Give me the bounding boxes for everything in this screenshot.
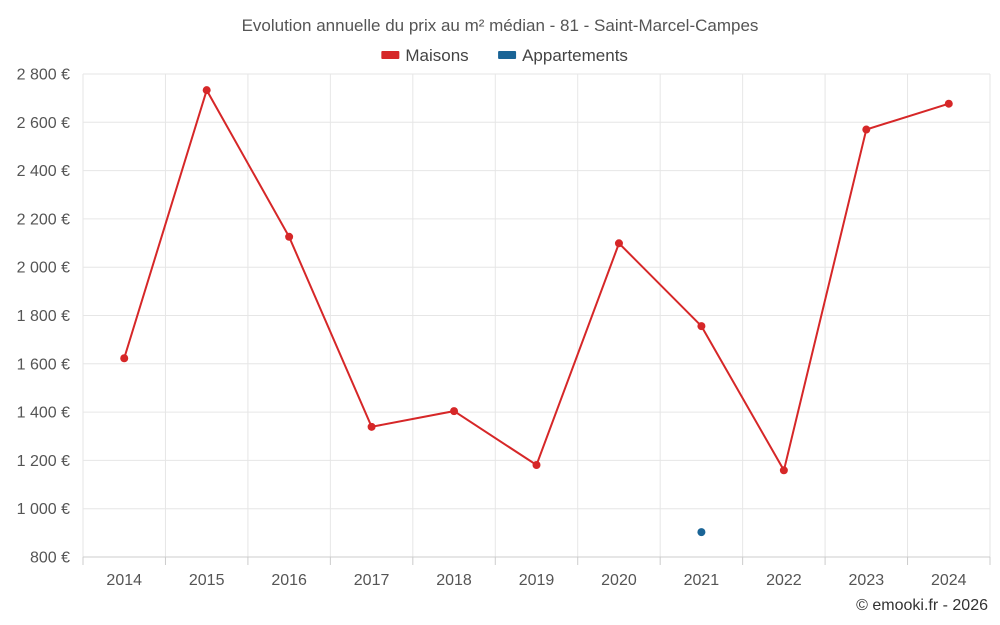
data-point-maisons[interactable]: [285, 232, 294, 241]
y-tick-label: 2 000 €: [17, 260, 70, 277]
y-tick-label: 1 000 €: [17, 501, 70, 518]
series: [120, 86, 953, 537]
data-point-maisons[interactable]: [862, 125, 871, 134]
data-point-maisons[interactable]: [532, 460, 541, 469]
legend-label: Appartements: [522, 46, 628, 65]
y-tick-label: 2 400 €: [17, 163, 70, 180]
y-tick-label: 800 €: [30, 550, 70, 567]
x-tick-label: 2017: [354, 572, 390, 589]
y-tick-label: 2 800 €: [17, 67, 70, 84]
legend: Maisons Appartements: [381, 46, 628, 65]
x-tick-label: 2020: [601, 572, 637, 589]
data-point-maisons[interactable]: [450, 407, 459, 416]
y-tick-label: 1 600 €: [17, 356, 70, 373]
data-point-maisons[interactable]: [202, 86, 211, 95]
y-tick-label: 1 200 €: [17, 453, 70, 470]
y-tick-label: 1 800 €: [17, 308, 70, 325]
legend-label: Maisons: [405, 46, 468, 65]
credit-text: © emooki.fr - 2026: [856, 597, 988, 614]
x-tick-label: 2014: [106, 572, 142, 589]
x-tick-label: 2021: [684, 572, 720, 589]
data-point-maisons[interactable]: [614, 239, 623, 248]
y-tick-label: 1 400 €: [17, 405, 70, 422]
x-tick-label: 2019: [519, 572, 555, 589]
data-point-appartements[interactable]: [697, 528, 706, 537]
legend-swatch[interactable]: [381, 51, 400, 59]
x-axis: 2014 2015 2016 2017 2018 2019 2020 2021 2022 2023…: [82, 556, 991, 589]
x-tick-label: 2022: [766, 572, 802, 589]
data-point-maisons[interactable]: [779, 466, 788, 475]
legend-swatch[interactable]: [498, 51, 517, 59]
grid: [82, 73, 991, 558]
x-tick-label: 2024: [931, 572, 967, 589]
y-tick-label: 2 600 €: [17, 115, 70, 132]
chart-title: Evolution annuelle du prix au m² médian …: [242, 16, 759, 35]
x-tick-label: 2016: [271, 572, 307, 589]
x-tick-label: 2015: [189, 572, 225, 589]
data-point-maisons[interactable]: [697, 322, 706, 331]
x-tick-label: 2023: [849, 572, 885, 589]
x-tick-label: 2018: [436, 572, 472, 589]
y-tick-label: 2 200 €: [17, 211, 70, 228]
data-point-maisons[interactable]: [944, 99, 953, 108]
data-point-maisons[interactable]: [367, 422, 376, 431]
data-point-maisons[interactable]: [120, 354, 129, 363]
y-axis: 800 € 1 000 € 1 200 € 1 400 € 1 600 € 1 800 €…: [17, 67, 70, 567]
